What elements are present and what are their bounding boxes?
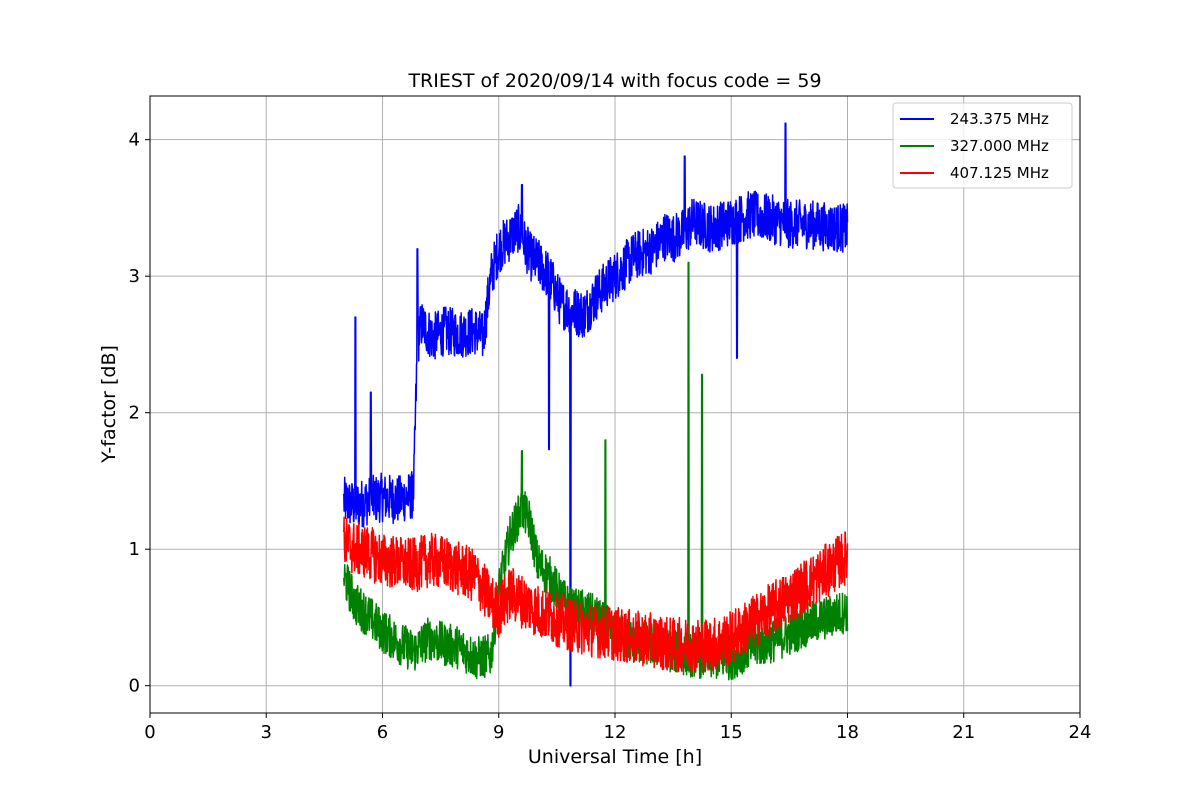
- y-tick-label: 2: [129, 403, 140, 424]
- legend: 243.375 MHz 327.000 MHz 407.125 MHz: [892, 102, 1073, 189]
- x-tick-label: 24: [1069, 722, 1092, 743]
- y-tick-label: 3: [129, 266, 140, 287]
- y-axis-label: Y-factor [dB]: [98, 345, 120, 464]
- legend-box: [892, 102, 1073, 189]
- chart-title: TRIEST of 2020/09/14 with focus code = 5…: [407, 70, 821, 92]
- x-tick-label: 12: [604, 722, 627, 743]
- series-layer: [343, 122, 849, 687]
- x-tick-label: 3: [261, 722, 272, 743]
- legend-label-2: 327.000 MHz: [950, 137, 1049, 155]
- series-line-3: [343, 516, 849, 673]
- x-tick-label: 6: [377, 722, 388, 743]
- x-axis-label: Universal Time [h]: [528, 746, 702, 768]
- x-tick-label: 21: [952, 722, 975, 743]
- legend-label-1: 243.375 MHz: [950, 110, 1049, 128]
- y-tick-label: 1: [129, 539, 140, 560]
- y-tick-label: 0: [129, 676, 140, 697]
- x-tick-label: 18: [836, 722, 859, 743]
- legend-label-3: 407.125 MHz: [950, 164, 1049, 182]
- y-tick-label: 4: [129, 130, 140, 151]
- x-tick-label: 9: [493, 722, 504, 743]
- x-tick-label: 15: [720, 722, 743, 743]
- series-line-1: [343, 122, 849, 687]
- x-tick-label: 0: [144, 722, 155, 743]
